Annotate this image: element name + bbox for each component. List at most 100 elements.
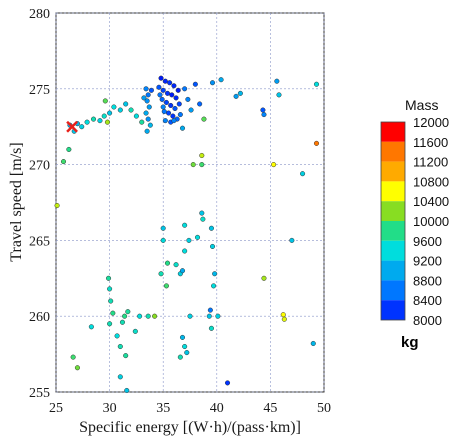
- data-point: [173, 262, 179, 268]
- data-point: [79, 124, 85, 130]
- data-point: [212, 271, 218, 277]
- colorbar-frame: [380, 121, 406, 321]
- data-point: [171, 118, 177, 124]
- data-point: [224, 380, 231, 386]
- data-point: [145, 313, 151, 319]
- data-point: [111, 104, 117, 110]
- data-point: [147, 122, 153, 128]
- data-point: [163, 99, 169, 105]
- data-point: [208, 225, 214, 231]
- data-point: [133, 113, 139, 119]
- data-point: [209, 243, 216, 250]
- data-point: [144, 128, 150, 134]
- y-tick-label: 255: [29, 386, 50, 401]
- y-tick-label: 265: [29, 234, 50, 249]
- x-tick-label: 40: [210, 401, 224, 416]
- data-point: [188, 107, 194, 113]
- colorbar-label: 10400: [413, 194, 449, 209]
- data-point: [185, 96, 191, 102]
- data-point: [160, 237, 166, 243]
- colorbar-segment: [381, 300, 405, 320]
- data-point: [125, 309, 131, 315]
- data-point: [102, 98, 108, 104]
- data-point: [289, 237, 295, 243]
- data-point: [97, 118, 103, 124]
- data-point: [170, 113, 176, 119]
- data-point: [310, 340, 316, 347]
- data-point: [156, 84, 162, 90]
- data-point: [209, 80, 216, 86]
- data-point: [280, 312, 286, 318]
- colorbar-segment: [381, 181, 405, 202]
- data-point: [261, 112, 267, 118]
- x-tick-label: 35: [156, 401, 170, 416]
- y-tick-labels: 255 260 265 270 275 280: [29, 7, 50, 401]
- y-tick-label: 260: [29, 310, 50, 325]
- colorbar-label: 11200: [413, 155, 448, 170]
- colorbar-unit: kg: [401, 334, 419, 351]
- data-point: [119, 319, 126, 325]
- colorbar-label: 12000: [413, 115, 449, 130]
- x-tick-label: 30: [103, 401, 117, 416]
- colorbar-label: 9600: [413, 234, 442, 249]
- x-tick-labels: 25 30 35 40 45 50: [49, 401, 331, 416]
- data-point: [274, 78, 280, 84]
- plot-frame: [55, 12, 325, 393]
- data-point: [166, 110, 172, 116]
- data-point: [141, 95, 147, 101]
- data-point: [122, 313, 128, 319]
- data-point: [190, 162, 196, 168]
- data-point: [313, 140, 320, 146]
- colorbar-label: 10800: [413, 174, 449, 189]
- data-point: [182, 248, 188, 254]
- data-point: [139, 119, 145, 125]
- data-point: [148, 87, 154, 93]
- data-point: [84, 119, 90, 125]
- colorbar-label: 8400: [413, 293, 442, 308]
- data-point: [206, 313, 212, 319]
- data-point: [276, 92, 282, 98]
- data-point: [192, 81, 198, 87]
- data-point: [177, 354, 183, 360]
- data-point: [167, 80, 173, 86]
- data-point: [152, 313, 158, 319]
- y-tick-label: 275: [29, 83, 50, 98]
- data-point: [66, 146, 72, 152]
- data-point: [199, 152, 205, 159]
- data-point: [179, 268, 186, 274]
- data-point: [233, 93, 239, 99]
- data-point: [161, 108, 167, 115]
- x-tick-label: 25: [49, 401, 63, 416]
- data-point: [237, 90, 243, 96]
- y-tick-label: 280: [29, 7, 50, 22]
- data-point: [169, 92, 175, 98]
- data-point: [175, 87, 181, 93]
- data-point: [271, 162, 277, 168]
- data-point: [60, 159, 67, 165]
- colorbar-label: 10000: [413, 214, 449, 229]
- data-point: [164, 90, 171, 96]
- data-point: [159, 96, 165, 102]
- data-point: [132, 328, 138, 334]
- data-point: [164, 260, 171, 266]
- colorbar-segment: [381, 280, 405, 301]
- data-point: [218, 77, 224, 83]
- data-point: [281, 316, 287, 322]
- data-point: [117, 107, 123, 113]
- colorbar-segment: [381, 161, 405, 182]
- data-point: [184, 350, 190, 356]
- data-point: [172, 105, 178, 112]
- data-point: [145, 92, 151, 98]
- data-point: [160, 87, 166, 93]
- data-point: [171, 83, 177, 89]
- data-point: [179, 334, 186, 340]
- data-point: [182, 343, 188, 350]
- data-point: [177, 112, 183, 118]
- colorbar-label: 8000: [413, 313, 442, 328]
- data-point: [104, 119, 111, 125]
- data-point: [74, 365, 80, 371]
- colorbar-segment: [381, 141, 405, 162]
- data-point: [182, 86, 188, 92]
- x-tick-label: 50: [317, 401, 331, 416]
- data-point: [261, 275, 267, 281]
